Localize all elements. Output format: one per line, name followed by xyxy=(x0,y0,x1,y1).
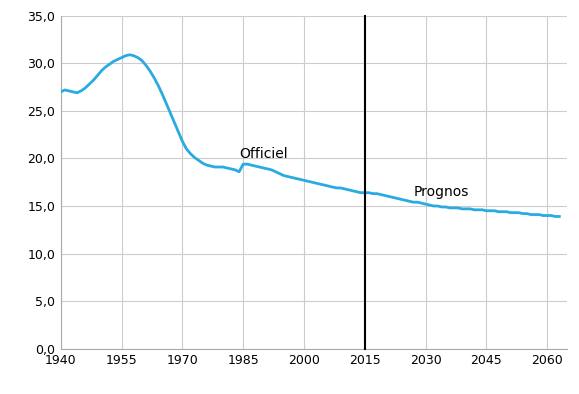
Text: Officiel: Officiel xyxy=(239,147,288,161)
Text: Prognos: Prognos xyxy=(413,185,469,199)
